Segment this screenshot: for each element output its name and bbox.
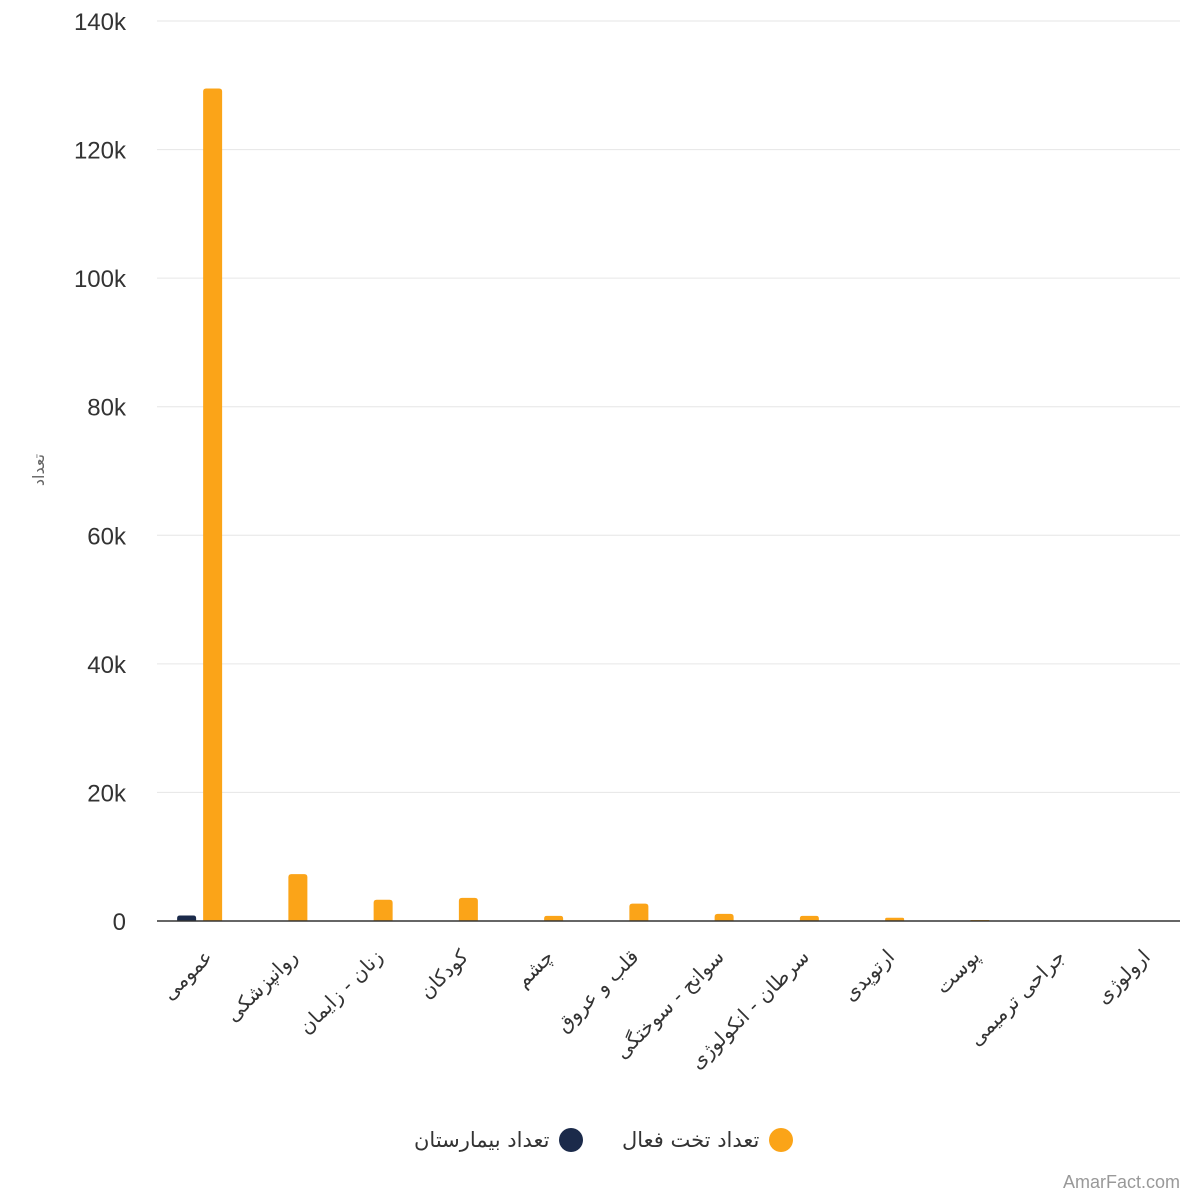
bar-active-beds[interactable] bbox=[799, 915, 819, 921]
x-tick-label: قلب و عروق bbox=[551, 945, 643, 1037]
bar-active-beds[interactable] bbox=[203, 88, 223, 922]
x-tick-label: عمومی bbox=[157, 945, 217, 1005]
y-tick-label: 0 bbox=[113, 909, 126, 936]
bar-active-beds[interactable] bbox=[288, 874, 308, 921]
y-axis-title: تعداد bbox=[29, 454, 48, 486]
x-tick-label: ارتوپدی bbox=[838, 945, 900, 1007]
y-tick-label: 120k bbox=[74, 138, 127, 165]
legend-marker-active-beds bbox=[769, 1128, 794, 1152]
x-tick-label: کودکان bbox=[414, 944, 473, 1003]
y-tick-label: 100k bbox=[74, 266, 127, 293]
x-tick-label: روانپزشکی bbox=[220, 945, 303, 1028]
bar-active-beds[interactable] bbox=[629, 903, 649, 921]
legend-marker-hospitals bbox=[559, 1128, 584, 1152]
x-tick-label: پوست bbox=[930, 945, 985, 1000]
y-tick-label: 20k bbox=[87, 780, 127, 807]
legend-label-active-beds: تعداد تخت فعال bbox=[622, 1128, 760, 1152]
y-tick-label: 80k bbox=[87, 395, 127, 422]
legend: تعداد بیمارستان تعداد تخت فعال bbox=[0, 1122, 1200, 1158]
bar-active-beds[interactable] bbox=[714, 913, 734, 921]
bars bbox=[177, 88, 1160, 922]
x-tick-label: ارولوژی bbox=[1091, 945, 1155, 1009]
x-tick-label: زنان - زایمان bbox=[294, 945, 388, 1039]
bar-active-beds[interactable] bbox=[458, 897, 478, 921]
bar-active-beds[interactable] bbox=[544, 915, 564, 921]
credit-link[interactable]: AmarFact.com bbox=[1062, 1172, 1180, 1192]
legend-item-hospitals[interactable]: تعداد بیمارستان bbox=[414, 1122, 584, 1158]
y-tick-label: 140k bbox=[74, 9, 127, 36]
legend-item-active-beds[interactable]: تعداد تخت فعال bbox=[622, 1122, 794, 1158]
bar-active-beds[interactable] bbox=[885, 917, 905, 921]
bar-hospitals[interactable] bbox=[177, 915, 197, 921]
y-axis-ticks: 0 20k 40k 60k 80k 100k 120k 140k bbox=[74, 9, 127, 936]
x-tick-label: چشم bbox=[510, 945, 558, 993]
bar-active-beds[interactable] bbox=[373, 899, 393, 921]
gridlines bbox=[157, 20, 1180, 793]
y-tick-label: 40k bbox=[87, 652, 127, 679]
legend-label-hospitals: تعداد بیمارستان bbox=[414, 1128, 550, 1152]
y-tick-label: 60k bbox=[87, 523, 127, 550]
